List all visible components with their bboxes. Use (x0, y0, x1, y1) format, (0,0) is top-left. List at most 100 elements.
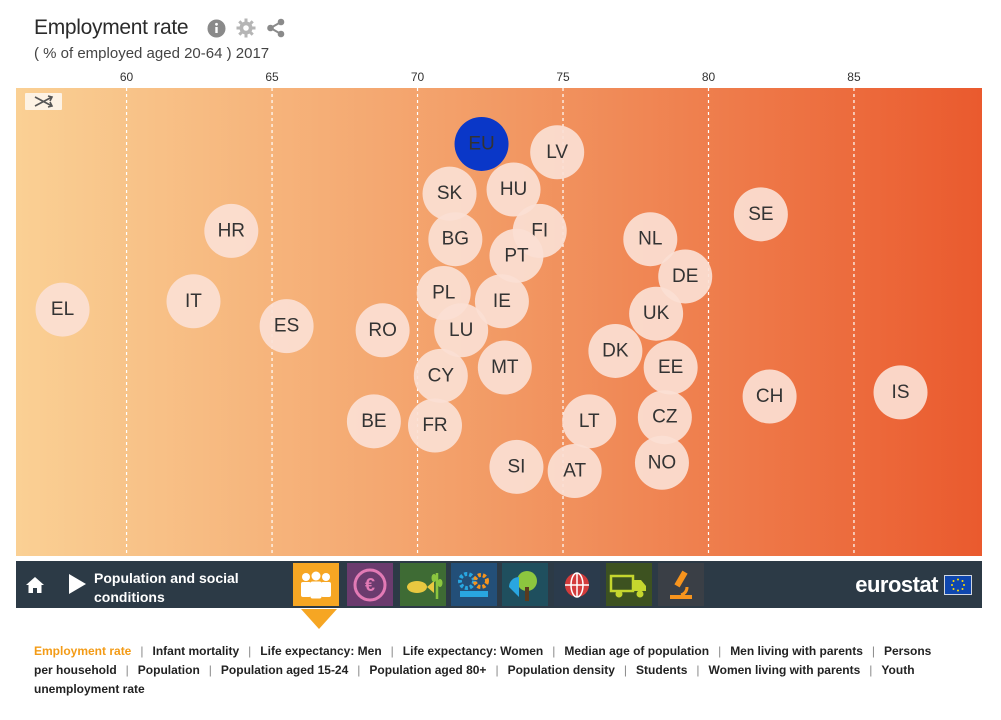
theme-industry-button[interactable] (451, 563, 497, 606)
globe-icon (565, 571, 589, 598)
bubble-es[interactable]: ES (259, 299, 314, 354)
bubble-el[interactable]: EL (35, 282, 90, 337)
data-point[interactable] (454, 116, 509, 171)
indicator-link[interactable]: Men living with parents (730, 644, 863, 658)
data-point[interactable] (259, 299, 314, 354)
bubble-hu[interactable]: HU (486, 162, 541, 217)
bubble-eu[interactable]: EU (454, 116, 509, 171)
bubble-dk[interactable]: DK (588, 323, 643, 378)
bubble-at[interactable]: AT (547, 444, 602, 499)
data-point[interactable] (643, 340, 698, 395)
indicator-link[interactable]: Life expectancy: Men (260, 644, 382, 658)
home-button[interactable] (16, 561, 54, 608)
data-point[interactable] (623, 212, 678, 267)
data-label: LT (579, 411, 600, 432)
bubble-mt[interactable]: MT (477, 340, 532, 395)
gear-icon[interactable] (236, 18, 256, 38)
bubble-sk[interactable]: SK (422, 166, 477, 221)
data-point[interactable] (204, 203, 259, 258)
data-point[interactable] (658, 249, 713, 304)
bubble-is[interactable]: IS (873, 365, 928, 420)
theme-transport-button[interactable] (606, 563, 652, 606)
data-point[interactable] (486, 162, 541, 217)
indicator-link[interactable]: Women living with parents (708, 663, 861, 677)
data-label: IS (892, 382, 910, 403)
theme-environment-button[interactable] (502, 563, 548, 606)
bubble-se[interactable]: SE (733, 187, 788, 242)
theme-population-button[interactable] (293, 563, 339, 606)
data-point[interactable] (637, 390, 692, 445)
bubble-bg[interactable]: BG (428, 212, 483, 267)
indicator-link[interactable]: Population density (507, 663, 615, 677)
bubble-cy[interactable]: CY (413, 348, 468, 403)
data-point[interactable] (35, 282, 90, 337)
data-point[interactable] (873, 365, 928, 420)
data-point[interactable] (434, 303, 489, 358)
bubble-fr[interactable]: FR (407, 398, 462, 453)
info-icon[interactable] (206, 18, 226, 38)
data-point[interactable] (346, 394, 401, 449)
data-point[interactable] (629, 286, 684, 341)
theme-international-button[interactable] (554, 563, 600, 606)
data-label: EU (468, 133, 494, 154)
bubble-ie[interactable]: IE (474, 274, 529, 329)
shuffle-icon[interactable] (25, 93, 62, 110)
microscope-icon (670, 570, 692, 599)
data-point[interactable] (477, 340, 532, 395)
data-point[interactable] (547, 444, 602, 499)
bubble-ch[interactable]: CH (742, 369, 797, 424)
data-point[interactable] (407, 398, 462, 453)
indicator-link[interactable]: Median age of population (564, 644, 710, 658)
data-point[interactable] (474, 274, 529, 329)
bubble-hr[interactable]: HR (204, 203, 259, 258)
bubble-cz[interactable]: CZ (637, 390, 692, 445)
data-point[interactable] (733, 187, 788, 242)
theme-science-button[interactable] (658, 563, 704, 606)
indicator-link[interactable]: Population aged 80+ (369, 663, 487, 677)
data-point[interactable] (489, 439, 544, 494)
data-point[interactable] (530, 125, 585, 180)
bubble-si[interactable]: SI (489, 439, 544, 494)
theme-economy-button[interactable]: € (347, 563, 393, 606)
indicator-link[interactable]: Students (636, 663, 688, 677)
indicator-link[interactable]: Life expectancy: Women (402, 644, 544, 658)
data-point[interactable] (428, 212, 483, 267)
bubble-ro[interactable]: RO (355, 303, 410, 358)
bubble-uk[interactable]: UK (629, 286, 684, 341)
people-icon (301, 571, 331, 598)
bubble-de[interactable]: DE (658, 249, 713, 304)
bubble-ee[interactable]: EE (643, 340, 698, 395)
indicator-link[interactable]: Youth unemployment rate (34, 663, 915, 696)
bubble-no[interactable]: NO (634, 435, 689, 490)
share-icon[interactable] (266, 18, 286, 38)
x-tick-label: 70 (411, 70, 425, 84)
data-point[interactable] (562, 394, 617, 449)
data-point[interactable] (166, 274, 221, 329)
bubble-pt[interactable]: PT (489, 228, 544, 283)
theme-agriculture-button[interactable] (400, 563, 446, 606)
play-icon[interactable] (66, 573, 88, 595)
bubble-nl[interactable]: NL (623, 212, 678, 267)
bubble-lv[interactable]: LV (530, 125, 585, 180)
data-point[interactable] (355, 303, 410, 358)
indicator-link[interactable]: Infant mortality (152, 644, 240, 658)
indicator-link[interactable]: Persons per household (34, 644, 932, 677)
bubble-it[interactable]: IT (166, 274, 221, 329)
data-point[interactable] (489, 228, 544, 283)
data-point[interactable] (413, 348, 468, 403)
indicator-link[interactable]: Employment rate (34, 644, 132, 658)
bubble-lt[interactable]: LT (562, 394, 617, 449)
data-label: ES (274, 316, 299, 337)
separator: | (696, 663, 700, 677)
data-point[interactable] (422, 166, 477, 221)
data-point[interactable] (742, 369, 797, 424)
data-point[interactable] (634, 435, 689, 490)
data-point[interactable] (588, 323, 643, 378)
indicator-link[interactable]: Population (137, 663, 200, 677)
bubble-lu[interactable]: LU (434, 303, 489, 358)
indicator-link[interactable]: Population aged 15-24 (220, 663, 349, 677)
svg-text:€: € (365, 575, 375, 595)
data-label: BG (442, 229, 469, 250)
eurostat-logo[interactable]: eurostat (855, 572, 938, 597)
bubble-be[interactable]: BE (346, 394, 401, 449)
